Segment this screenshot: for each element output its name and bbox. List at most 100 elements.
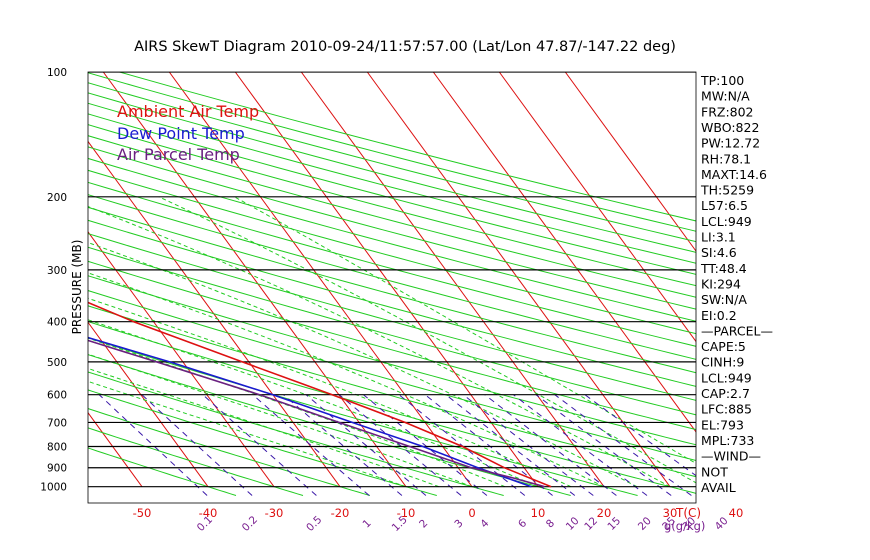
mixing-ratio-tick-label: 2 <box>417 517 430 530</box>
isotherm-line <box>498 72 696 343</box>
dry-adiabat-line <box>88 427 304 496</box>
mixing-ratio-tick-label: 1 <box>360 517 373 530</box>
temp-tick-label: -30 <box>265 506 284 520</box>
chart-title: AIRS SkewT Diagram 2010-09-24/11:57:57.0… <box>134 39 676 55</box>
temp-tick-label: -50 <box>133 506 152 520</box>
dry-adiabat-line <box>88 305 696 478</box>
dry-adiabat-line <box>88 135 696 298</box>
mixing-ratio-tick-label: 6 <box>516 517 529 530</box>
moist-adiabat-line <box>88 380 407 488</box>
dry-adiabat-line <box>88 146 696 310</box>
dry-adiabat-line <box>88 113 696 275</box>
stats-line: CAPE:5 <box>701 339 746 354</box>
temp-tick-label: 20 <box>597 506 612 520</box>
temp-tick-label: 30 <box>663 506 678 520</box>
moist-adiabat-line <box>88 206 671 488</box>
dry-adiabat-line <box>88 181 696 347</box>
stats-line: L57:6.5 <box>701 198 748 213</box>
stats-panel: TP:100MW:N/AFRZ:802WBO:822PW:12.72RH:78.… <box>700 73 773 495</box>
series-line <box>88 339 545 488</box>
moist-adiabat-line <box>88 319 539 488</box>
mixing-ratio-line <box>363 394 488 496</box>
pressure-tick-label: 900 <box>47 463 67 475</box>
moist-adiabat-line <box>158 196 696 484</box>
pressure-tick-label: 600 <box>47 390 67 402</box>
dry-adiabat-line <box>88 124 696 287</box>
moist-adiabat-line <box>88 353 473 488</box>
dry-adiabat-line <box>88 408 371 496</box>
dry-adiabat-line <box>88 321 696 494</box>
isotherm-line <box>88 411 143 487</box>
stats-line: MAXT:14.6 <box>701 167 767 182</box>
isotherm-line <box>564 72 696 252</box>
stats-line: MPL:733 <box>701 433 754 448</box>
bottom-axis-unit: T(C) <box>675 506 701 520</box>
stats-line: CAP:2.7 <box>701 386 750 401</box>
mixing-ratio-line <box>202 394 317 496</box>
stats-line: LCL:949 <box>701 370 752 385</box>
stats-line: FRZ:802 <box>701 104 754 119</box>
stats-line: WBO:822 <box>701 120 759 135</box>
moist-adiabat-line <box>88 337 506 488</box>
dry-adiabat-line <box>88 246 696 416</box>
stats-line: LFC:885 <box>701 402 752 417</box>
dry-adiabat-line <box>88 290 696 462</box>
stats-line: SI:4.6 <box>701 245 737 260</box>
stats-line: LCL:949 <box>701 214 752 229</box>
dry-adiabat-line <box>88 157 696 322</box>
stats-line: RH:78.1 <box>701 151 751 166</box>
pressure-tick-label: 500 <box>47 357 67 369</box>
dry-adiabat-line <box>88 92 696 253</box>
mixing-ratio-tick-label: 3 <box>452 517 465 530</box>
y-axis-label: PRESSURE (MB) <box>70 240 84 335</box>
temp-tick-label: -40 <box>199 506 218 520</box>
mixing-ratio-tick-label: 10 <box>564 515 582 533</box>
mixing-ratio-line <box>98 394 208 496</box>
stats-line: MW:N/A <box>701 89 750 104</box>
mixing-ratio-tick-label: 20 <box>636 515 654 533</box>
stats-line: SW:N/A <box>701 292 747 307</box>
mixing-ratio-line <box>141 394 253 496</box>
dry-adiabat-line <box>88 447 237 496</box>
moist-adiabat-line <box>88 297 572 488</box>
plot-frame <box>87 71 697 504</box>
isotherm-line <box>88 231 275 487</box>
dry-adiabat-line <box>88 102 696 264</box>
stats-line: EI:0.2 <box>701 308 737 323</box>
stats-line: PW:12.72 <box>701 136 760 151</box>
dry-adiabat-line <box>88 371 504 496</box>
isotherm-line <box>102 72 407 487</box>
pressure-tick-label: 400 <box>47 317 67 329</box>
stats-line: —PARCEL— <box>701 323 773 338</box>
mixing-ratio-line <box>484 394 617 496</box>
mixing-ratio-tick-label: 0.5 <box>304 514 324 534</box>
stats-line: TT:48.4 <box>700 261 747 276</box>
stats-line: —WIND— <box>701 449 761 464</box>
stats-line: AVAIL <box>701 480 736 495</box>
isotherm-line <box>234 72 539 487</box>
mixing-ratio-unit: g(g/kg) <box>664 519 705 533</box>
mixing-ratio-tick-label: 4 <box>478 517 491 530</box>
axis-ticks: 0.1 0.2 0.5 1 1.5 2 3 4 6 8 10 12 15 20 25 30 4010020030… <box>40 67 743 534</box>
temp-tick-label: -10 <box>397 506 416 520</box>
dry-adiabat-line <box>88 219 696 387</box>
dry-adiabat-line <box>88 194 696 360</box>
mixing-ratio-tick-label: 8 <box>544 517 557 530</box>
stats-line: NOT <box>701 464 728 479</box>
temp-tick-label: -20 <box>331 506 350 520</box>
stats-line: TH:5259 <box>700 183 754 198</box>
dry-adiabat-line <box>88 260 696 431</box>
legend-ambient-air-temp: Ambient Air Temp <box>117 102 259 121</box>
dry-adiabat-line <box>88 233 696 401</box>
series-line <box>88 336 532 488</box>
isotherm-line <box>88 321 209 487</box>
isotherm-line <box>432 72 696 433</box>
dry-adiabat-line <box>88 169 696 335</box>
grid-lines <box>88 72 696 496</box>
pressure-tick-label: 1000 <box>40 482 67 494</box>
moist-adiabat-line <box>88 367 440 488</box>
pressure-tick-label: 800 <box>47 442 67 454</box>
mixing-ratio-line <box>252 394 370 496</box>
stats-line: CINH:9 <box>701 355 744 370</box>
